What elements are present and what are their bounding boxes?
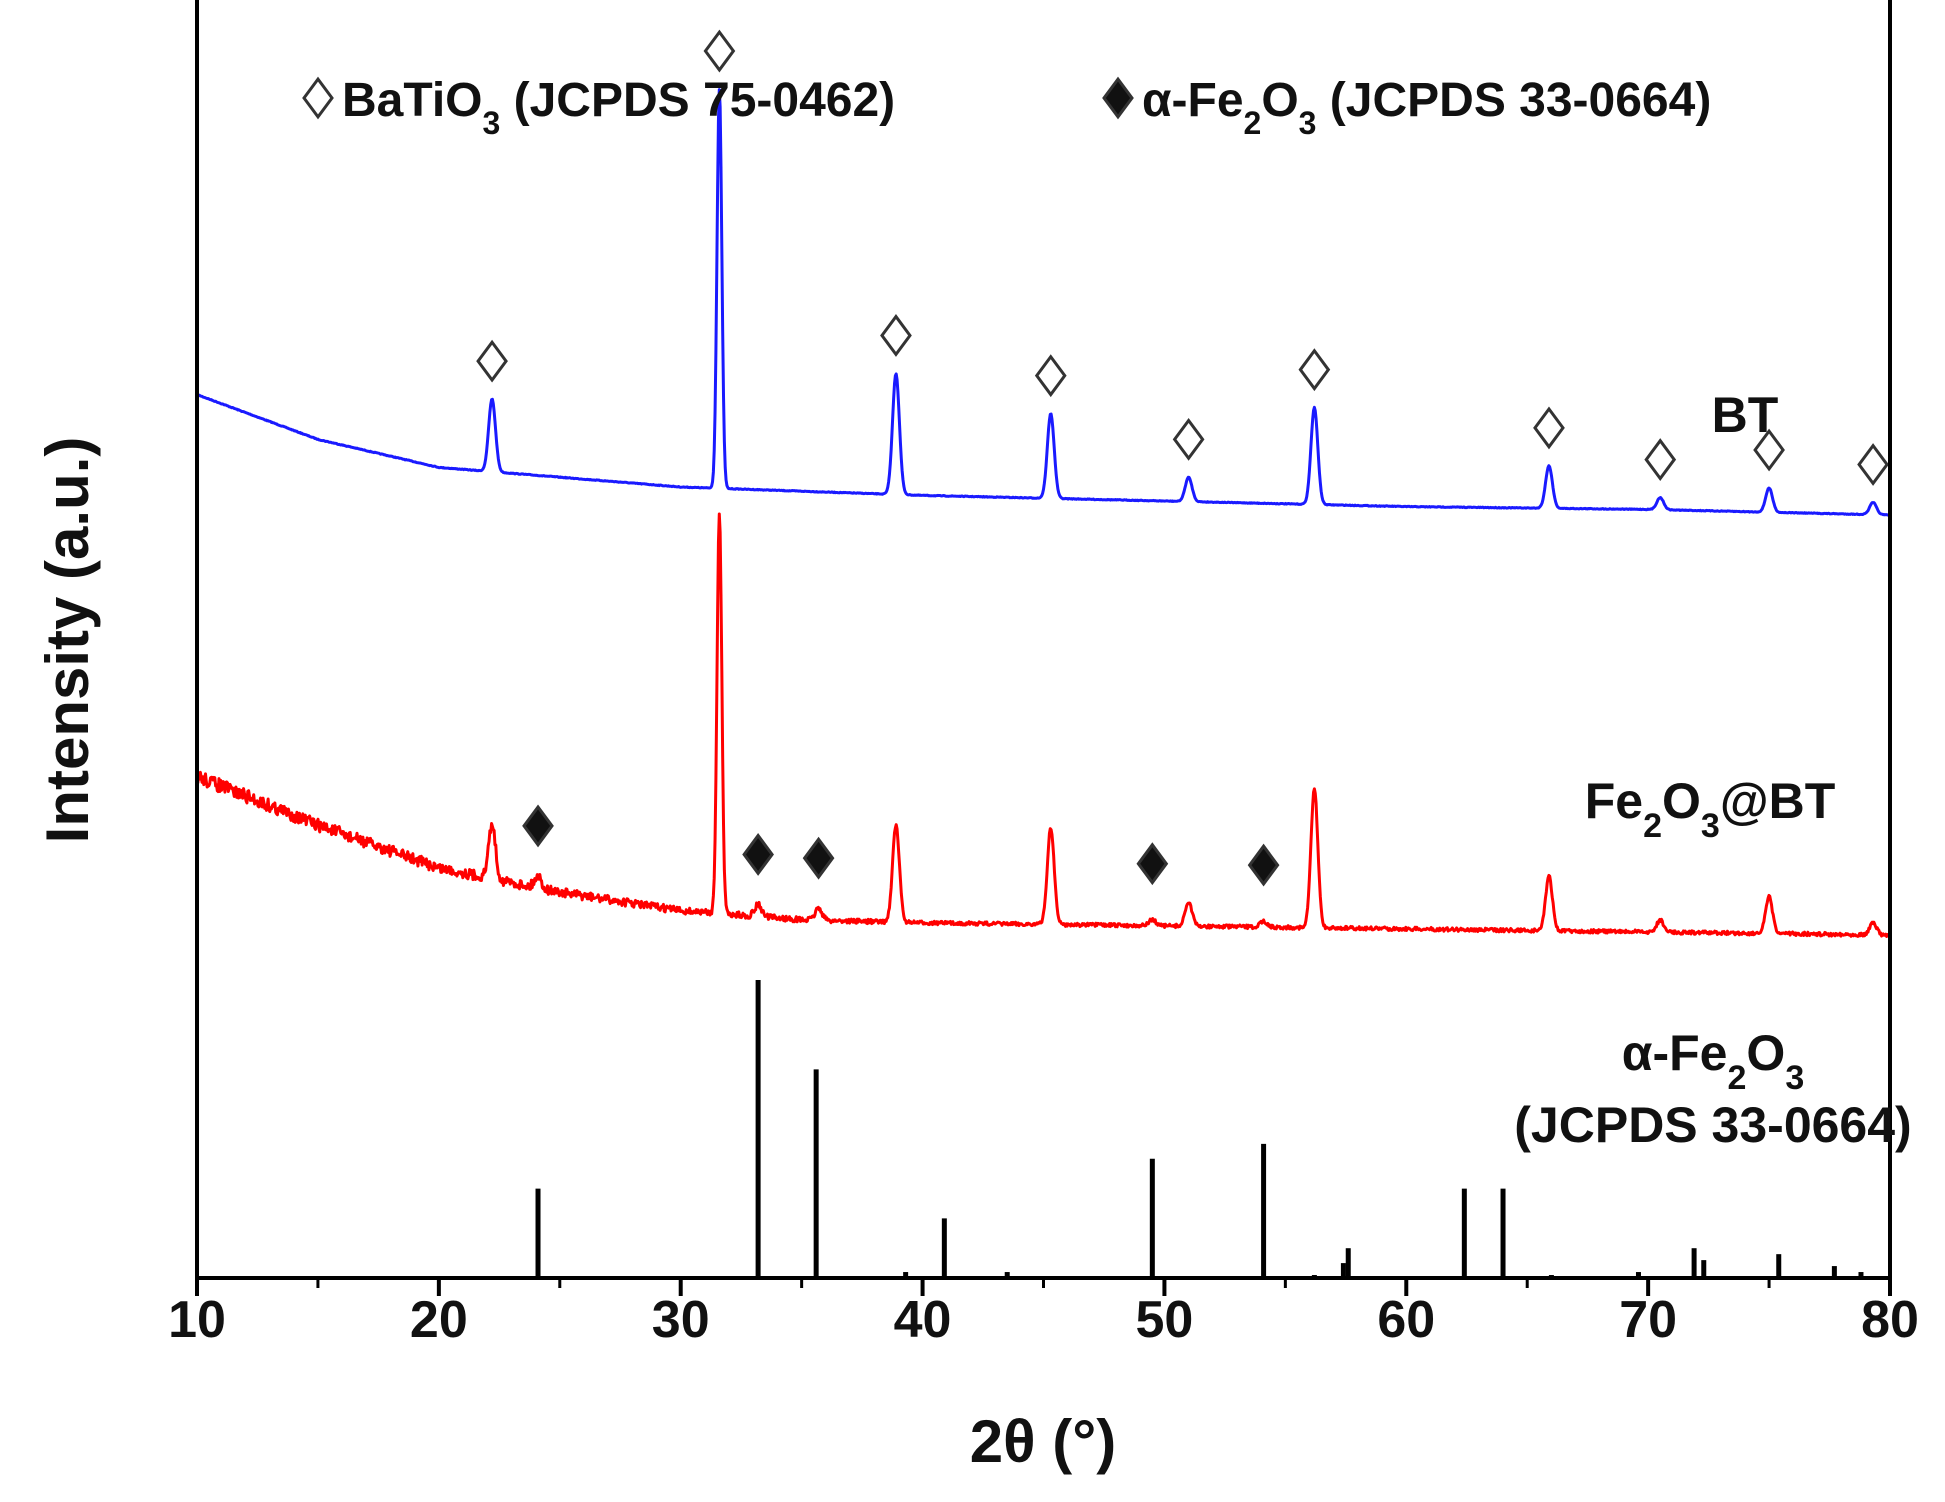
x-tick-label: 80 bbox=[1861, 1291, 1919, 1349]
series-line bbox=[195, 88, 1891, 517]
fe2o3-peak-marker bbox=[1247, 843, 1280, 887]
batio3-peak-marker bbox=[1034, 354, 1067, 398]
batio3-peak-marker bbox=[1533, 406, 1565, 450]
x-tick-label: 40 bbox=[894, 1291, 952, 1349]
batio3-peak-marker bbox=[1857, 443, 1889, 486]
batio3-peak-marker bbox=[1172, 417, 1205, 461]
fe2o3-peak-marker bbox=[802, 836, 835, 880]
x-tick-label: 30 bbox=[652, 1291, 710, 1349]
x-tick-label: 20 bbox=[410, 1291, 468, 1349]
label-alpha-fe2o3-jcpds: (JCPDS 33-0664) bbox=[1514, 1097, 1911, 1153]
batio3-peak-marker bbox=[1298, 348, 1331, 392]
x-tick-label: 10 bbox=[168, 1291, 226, 1349]
series-0-group bbox=[195, 29, 1891, 517]
series-line bbox=[195, 512, 1892, 938]
series-labels: BT Fe2O3@BT α-Fe2O3(JCPDS 33-0664) bbox=[1514, 387, 1911, 1153]
legend: BaTiO3 (JCPDS 75-0462) α-Fe2O3 (JCPDS 33-… bbox=[302, 74, 1711, 141]
batio3-peak-marker bbox=[703, 29, 736, 73]
fe2o3-peak-marker bbox=[522, 804, 554, 848]
y-axis-title: Intensity (a.u.) bbox=[34, 437, 101, 844]
label-fe2o3-bt: Fe2O3@BT bbox=[1585, 773, 1836, 845]
x-tick-label: 50 bbox=[1136, 1291, 1194, 1349]
batio3-peak-marker bbox=[476, 339, 508, 383]
batio3-peak-marker bbox=[880, 314, 912, 357]
x-axis-title: 2θ (°) bbox=[970, 1408, 1116, 1475]
x-tick-label: 60 bbox=[1377, 1291, 1435, 1349]
x-ticks: 10 20 30 40 50 60 70 80 bbox=[168, 1278, 1919, 1349]
x-tick-label: 70 bbox=[1619, 1291, 1677, 1349]
batio3-peak-marker bbox=[1753, 428, 1785, 472]
series-layer bbox=[195, 29, 1892, 1278]
fe2o3-peak-marker bbox=[742, 833, 774, 876]
legend-open-diamond bbox=[302, 76, 334, 120]
legend-batio3: BaTiO3 (JCPDS 75-0462) bbox=[342, 74, 895, 141]
fe2o3-peak-marker bbox=[1136, 842, 1169, 886]
series-alpha-fe2o3-sticks bbox=[535, 980, 1864, 1278]
label-alpha-fe2o3: α-Fe2O3 bbox=[1622, 1025, 1805, 1097]
batio3-peak-marker bbox=[1644, 438, 1677, 482]
axes-layer bbox=[195, 0, 1892, 1280]
series-1-group bbox=[195, 512, 1892, 938]
legend-alpha-fe2o3: α-Fe2O3 (JCPDS 33-0664) bbox=[1142, 74, 1711, 141]
legend-filled-diamond bbox=[1102, 76, 1134, 120]
label-bt: BT bbox=[1712, 387, 1779, 443]
